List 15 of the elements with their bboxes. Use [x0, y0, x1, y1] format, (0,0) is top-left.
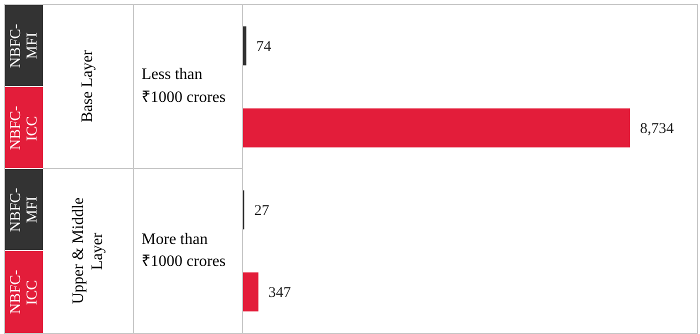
text: More than ₹1000 crores: [142, 230, 227, 272]
y-tick-label: NBFC-ICC: [8, 268, 40, 316]
data-label: 347: [268, 285, 292, 302]
bar: [243, 26, 246, 66]
bar: [243, 108, 630, 148]
text: Less than ₹1000 crores: [142, 65, 227, 108]
data-label: 8,734: [640, 121, 674, 138]
text: Upper & Middle Layer: [68, 196, 107, 306]
text: Base Layer: [78, 50, 98, 123]
y-tick-label: NBFC-MFI: [8, 22, 40, 70]
data-label: 27: [254, 203, 270, 220]
y-tick-label: NBFC-ICC: [8, 104, 40, 152]
y-tick-label: NBFC-MFI: [8, 186, 40, 234]
data-label: 74: [256, 39, 272, 56]
bar: [243, 272, 258, 312]
